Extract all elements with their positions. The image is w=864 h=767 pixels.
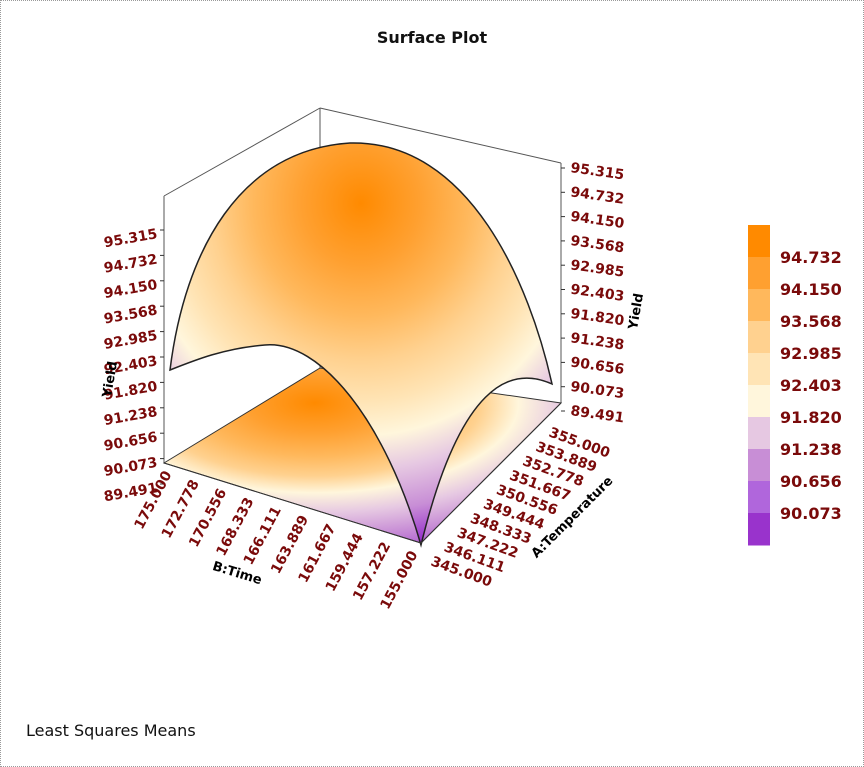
z-tick-label-right: 89.491: [569, 403, 625, 426]
z-tick-label-right: 95.315: [569, 160, 625, 183]
z-tick-label-left: 90.656: [103, 429, 159, 454]
z-tick-label-right: 91.238: [569, 330, 625, 353]
z-tick-label-left: 93.568: [103, 302, 159, 327]
legend-swatch: [748, 289, 770, 322]
z-tick-label-left: 90.073: [103, 455, 159, 480]
legend-swatch: [748, 417, 770, 450]
legend-swatch: [748, 385, 770, 418]
legend-swatch: [748, 257, 770, 290]
z-tick-label-left: 92.985: [103, 328, 159, 353]
chart-title: Surface Plot: [376, 28, 488, 47]
legend-swatch: [748, 353, 770, 386]
legend-swatch: [748, 225, 770, 258]
box-front-edges: [163, 402, 562, 544]
z-tick-label-right: 94.732: [569, 184, 625, 207]
z-tick-label-left: 94.732: [103, 252, 159, 277]
legend-label: 90.073: [780, 504, 842, 523]
z-tick-label-left: 94.150: [103, 277, 159, 302]
legend-label: 91.820: [780, 408, 842, 427]
y-ticks: 345.000346.111347.222348.333349.444350.5…: [429, 425, 613, 591]
z-ticks-right: 95.31594.73294.15093.56892.98592.40391.8…: [561, 160, 625, 426]
z-axis-label-right: Yield: [626, 292, 647, 331]
z-tick-label-right: 92.985: [569, 257, 625, 280]
legend-label: 92.403: [780, 376, 842, 395]
z-tick-label-right: 93.568: [569, 233, 625, 256]
z-axis-label-left: Yield: [100, 360, 121, 399]
legend-label: 92.985: [780, 344, 842, 363]
z-tick-label-right: 92.403: [569, 282, 625, 305]
legend-swatch: [748, 449, 770, 482]
footer-note: Least Squares Means: [26, 721, 196, 740]
legend-swatch: [748, 481, 770, 514]
legend-label: 93.568: [780, 312, 842, 331]
legend-label: 90.656: [780, 472, 842, 491]
z-tick-label-right: 91.820: [569, 306, 625, 329]
z-tick-label-left: 91.238: [103, 404, 159, 429]
z-tick-label-right: 90.656: [569, 355, 625, 378]
response-surface: [169, 142, 554, 548]
z-tick-label-right: 90.073: [569, 379, 625, 402]
z-tick-label-left: 95.315: [103, 226, 159, 251]
z-tick-label-right: 94.150: [569, 209, 625, 232]
legend-label: 91.238: [780, 440, 842, 459]
legend-swatch: [748, 513, 770, 546]
legend-swatch: [748, 321, 770, 354]
legend-label: 94.732: [780, 248, 842, 267]
legend: 94.732 94.150 93.568 92.985 92.403 91.820 91.2…: [748, 225, 842, 546]
legend-label: 94.150: [780, 280, 842, 299]
